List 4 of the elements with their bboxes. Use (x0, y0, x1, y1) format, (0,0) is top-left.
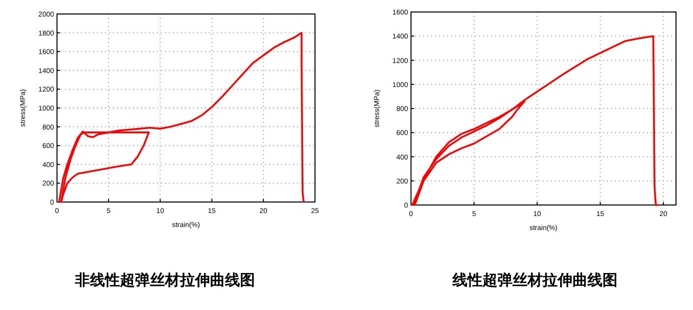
text: 非线性超弹丝材拉伸曲线图 (74, 272, 255, 289)
text: 线性超弹丝材拉伸曲线图 (452, 272, 618, 289)
line-series (411, 35, 660, 206)
line-series (58, 32, 305, 203)
